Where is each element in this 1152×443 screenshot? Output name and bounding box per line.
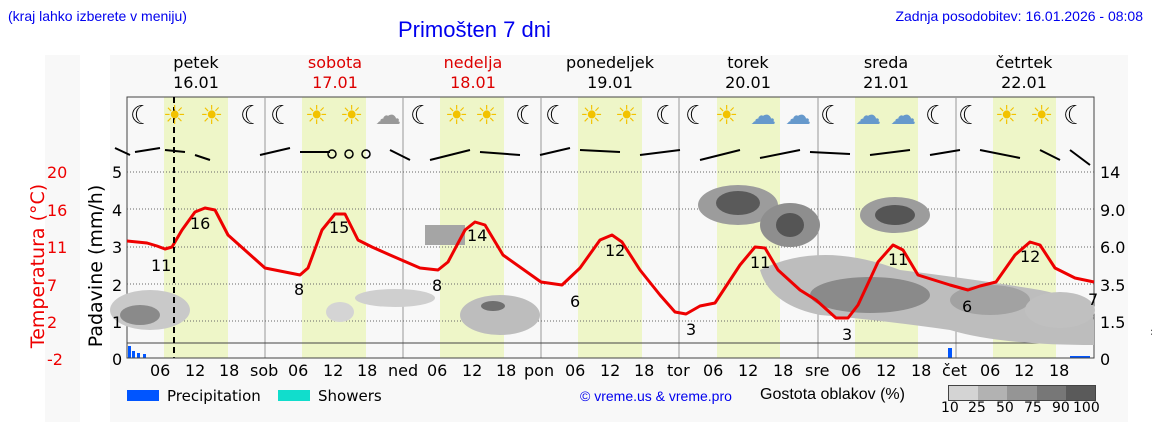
day-header-torek: torek 20.01 bbox=[725, 53, 771, 92]
temperature-axis-title: Temperatura (°C) bbox=[27, 183, 49, 349]
svg-text:☀: ☀ bbox=[445, 101, 468, 131]
cloud-density-scale bbox=[948, 385, 1096, 401]
day-header-ponedeljek: ponedeljek 19.01 bbox=[566, 53, 654, 92]
cloud-density-title: Gostota oblakov (%) bbox=[760, 386, 905, 403]
showers-swatch bbox=[278, 390, 310, 401]
svg-text:☾: ☾ bbox=[958, 101, 981, 131]
svg-text:☾: ☾ bbox=[240, 101, 263, 131]
svg-text:☾: ☾ bbox=[130, 101, 153, 131]
weather-icons-row: ☾ ☀ ☀ ☾ ☾ ☀ ☀ ☁ ☾ ☀ ☀ ☾ ☾ ☀ ☀ ☾ ☾ ☀ ☁ ☁ ☾ ☁ ☁ ☾ ☾ ☀ ☀ ☾ bbox=[130, 101, 1086, 131]
svg-text:☀: ☀ bbox=[995, 101, 1018, 131]
svg-text:☀: ☀ bbox=[163, 101, 186, 131]
day-header-cetrtek: četrtek 22.01 bbox=[995, 53, 1053, 92]
svg-text:☁: ☁ bbox=[750, 101, 776, 131]
svg-text:☀: ☀ bbox=[580, 101, 603, 131]
svg-text:☾: ☾ bbox=[270, 101, 293, 131]
svg-text:☾: ☾ bbox=[410, 101, 433, 131]
svg-text:☾: ☾ bbox=[685, 101, 708, 131]
svg-text:☀: ☀ bbox=[1030, 101, 1053, 131]
precipitation-bars bbox=[128, 346, 1090, 358]
svg-text:☾: ☾ bbox=[545, 101, 568, 131]
temperature-line bbox=[126, 206, 1095, 320]
precipitation-legend-label: Precipitation bbox=[167, 387, 261, 405]
cloud-density-field bbox=[110, 185, 1095, 345]
day-header-petek: petek 16.01 bbox=[173, 53, 219, 92]
precipitation-axis-title: Padavine (mm/h) bbox=[85, 184, 107, 348]
showers-legend-label: Showers bbox=[318, 387, 382, 405]
day-headers: petek 16.01 sobota 17.01 nedelja 18.01 pone… bbox=[0, 53, 1152, 95]
page-title: Primošten 7 dni bbox=[398, 17, 551, 42]
svg-text:☾: ☾ bbox=[515, 101, 538, 131]
svg-text:☀: ☀ bbox=[615, 101, 638, 131]
svg-text:☀: ☀ bbox=[715, 101, 738, 131]
day-header-sobota: sobota 17.01 bbox=[307, 53, 363, 92]
svg-text:☁: ☁ bbox=[890, 101, 916, 131]
svg-text:☾: ☾ bbox=[820, 101, 843, 131]
svg-text:☁: ☁ bbox=[855, 101, 881, 131]
svg-text:☁: ☁ bbox=[785, 101, 811, 131]
svg-text:☀: ☀ bbox=[475, 101, 498, 131]
precipitation-swatch bbox=[127, 390, 159, 401]
svg-text:☾: ☾ bbox=[655, 101, 678, 131]
last-updated: Zadnja posodobitev: 16.01.2026 - 08:08 bbox=[895, 8, 1143, 24]
day-header-sreda: sreda 21.01 bbox=[863, 53, 909, 92]
location-menu-hint: (kraj lahko izberete v meniju) bbox=[8, 8, 187, 24]
daytime-bands bbox=[164, 97, 1056, 358]
svg-text:☀: ☀ bbox=[200, 101, 223, 131]
credit-link[interactable]: © vreme.us & vreme.pro bbox=[580, 388, 732, 404]
svg-text:☀: ☀ bbox=[305, 101, 328, 131]
svg-text:☾: ☾ bbox=[1063, 101, 1086, 131]
day-header-nedelja: nedelja 18.01 bbox=[443, 53, 503, 92]
temp-axis-panel bbox=[45, 55, 80, 422]
wind-barbs-row bbox=[114, 147, 1091, 166]
svg-text:☁: ☁ bbox=[375, 101, 401, 131]
svg-text:☾: ☾ bbox=[925, 101, 948, 131]
svg-text:☀: ☀ bbox=[340, 101, 363, 131]
